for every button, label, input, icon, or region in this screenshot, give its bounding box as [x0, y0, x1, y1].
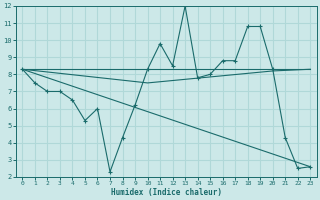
X-axis label: Humidex (Indice chaleur): Humidex (Indice chaleur) [111, 188, 222, 197]
